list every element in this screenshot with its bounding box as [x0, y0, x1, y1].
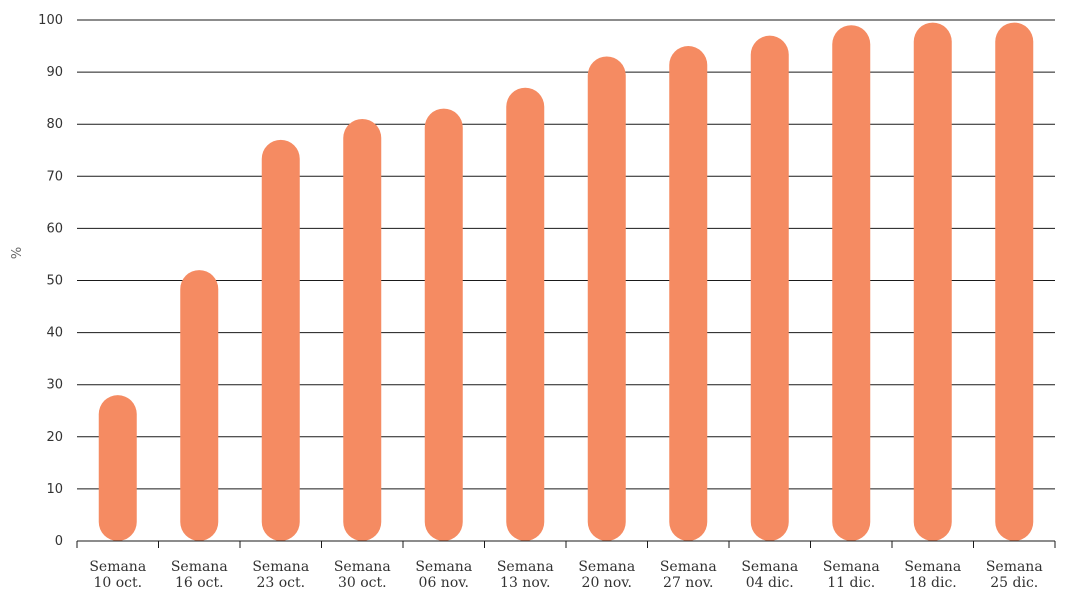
bar: [98, 395, 137, 541]
bar: [261, 139, 300, 541]
bar: [506, 87, 545, 541]
x-tick-label-line: 30 oct.: [338, 575, 387, 591]
x-tick-label-line: 27 nov.: [663, 575, 713, 591]
x-tick-label: Semana 04 dic.: [741, 559, 798, 591]
x-tick-label: Semana 25 dic.: [986, 559, 1043, 591]
x-axis-labels: Semana 10 oct.Semana 16 oct.Semana 23 oct.S…: [89, 559, 1042, 591]
x-tick-label: Semana 11 dic.: [823, 559, 880, 591]
y-tick-label: 10: [46, 482, 63, 497]
x-tick-label-line: 18 dic.: [909, 575, 957, 591]
y-tick-label: 60: [46, 221, 63, 236]
x-tick-label-line: Semana: [252, 559, 309, 575]
y-tick-label: 80: [46, 117, 63, 132]
bar: [587, 56, 626, 541]
bar: [832, 25, 871, 541]
y-axis-ticks: 0 10 20 30 40 50 60 70 80 90 100: [38, 13, 63, 549]
x-tick-label: Semana 27 nov.: [660, 559, 717, 591]
x-tick-label: Semana 13 nov.: [497, 559, 554, 591]
x-tick-label-line: Semana: [578, 559, 635, 575]
x-axis: [76, 540, 1056, 548]
y-tick-label: 30: [46, 378, 63, 393]
x-tick-label: Semana 23 oct.: [252, 559, 309, 591]
x-tick-label-line: Semana: [171, 559, 228, 575]
x-tick-label: Semana 30 oct.: [334, 559, 391, 591]
x-tick-label: Semana 10 oct.: [89, 559, 146, 591]
y-axis-title: %: [10, 247, 25, 259]
y-tick-label: 100: [38, 13, 63, 28]
x-tick-label: Semana 18 dic.: [904, 559, 961, 591]
x-tick-label-line: Semana: [660, 559, 717, 575]
y-tick-label: 0: [55, 534, 63, 549]
y-tick-label: 90: [46, 65, 63, 80]
y-tick-label: 40: [46, 326, 63, 341]
x-tick-label-line: Semana: [741, 559, 798, 575]
x-tick-label-line: 04 dic.: [746, 575, 794, 591]
gridlines: [77, 19, 1055, 490]
bar: [913, 22, 952, 542]
x-tick-label-line: 06 nov.: [419, 575, 469, 591]
y-tick-label: 70: [46, 169, 63, 184]
bar: [343, 118, 382, 542]
x-tick-label-line: 25 dic.: [990, 575, 1038, 591]
x-tick-label-line: 20 nov.: [582, 575, 632, 591]
x-tick-label-line: 16 oct.: [175, 575, 224, 591]
bar: [424, 108, 463, 541]
x-tick-label-line: Semana: [497, 559, 554, 575]
x-tick-label-line: 13 nov.: [500, 575, 550, 591]
bar: [750, 35, 789, 541]
x-tick-label-line: Semana: [334, 559, 391, 575]
x-tick-label-line: 11 dic.: [827, 575, 875, 591]
y-tick-label: 50: [46, 274, 63, 289]
bar: [995, 22, 1034, 542]
x-tick-label-line: 10 oct.: [93, 575, 142, 591]
bar: [669, 46, 708, 542]
x-tick-label-line: 23 oct.: [256, 575, 305, 591]
x-tick-label: Semana 06 nov.: [415, 559, 472, 591]
x-tick-label-line: Semana: [89, 559, 146, 575]
bar: [180, 270, 219, 541]
x-tick-label: Semana 16 oct.: [171, 559, 228, 591]
x-tick-label-line: Semana: [904, 559, 961, 575]
x-tick-label-line: Semana: [823, 559, 880, 575]
x-tick-label: Semana 20 nov.: [578, 559, 635, 591]
bars: [98, 22, 1034, 542]
x-tick-label-line: Semana: [415, 559, 472, 575]
x-tick-label-line: Semana: [986, 559, 1043, 575]
y-tick-label: 20: [46, 430, 63, 445]
